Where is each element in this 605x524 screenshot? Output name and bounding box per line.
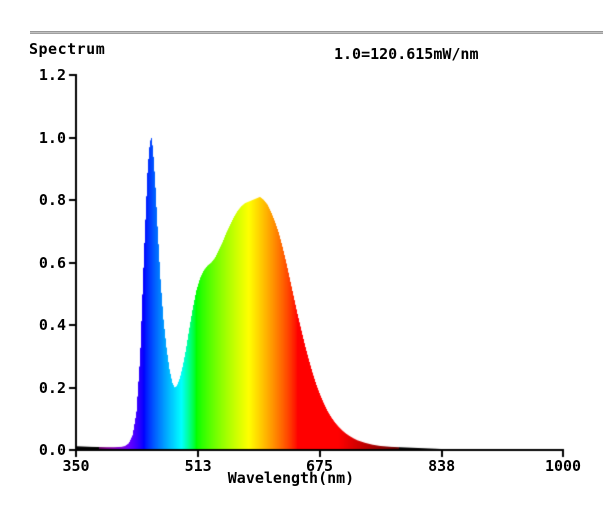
spectrum-panel: Spectrum 1.0=120.615mW/nm Wavelength(nm)… xyxy=(0,0,605,524)
spectrum-chart-canvas xyxy=(0,0,605,524)
